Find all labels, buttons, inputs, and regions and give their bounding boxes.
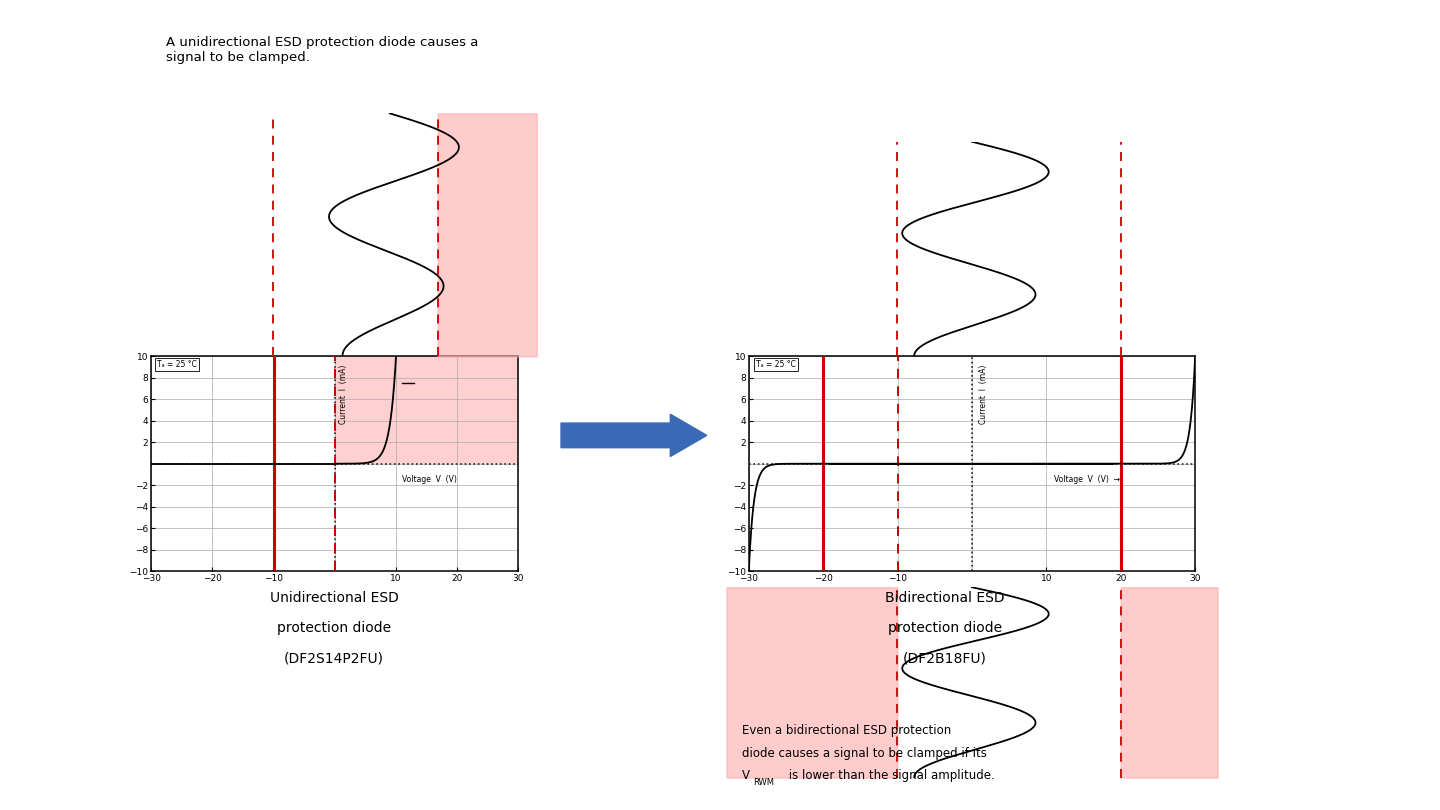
- Text: (DF2S14P2FU): (DF2S14P2FU): [284, 651, 384, 665]
- Text: diode causes a signal to be clamped if its: diode causes a signal to be clamped if i…: [742, 747, 986, 760]
- FancyArrow shape: [562, 414, 707, 457]
- Text: A unidirectional ESD protection diode causes a
signal to be clamped.: A unidirectional ESD protection diode ca…: [166, 36, 478, 65]
- Text: (DF2B18FU): (DF2B18FU): [903, 651, 986, 665]
- Text: Voltage  V  (V): Voltage V (V): [402, 475, 456, 484]
- Text: protection diode: protection diode: [887, 621, 1002, 635]
- Text: Tₐ = 25 °C: Tₐ = 25 °C: [756, 360, 796, 369]
- Text: Unidirectional ESD: Unidirectional ESD: [269, 591, 399, 605]
- Text: Current  I  (mA): Current I (mA): [979, 364, 988, 424]
- Text: RWM: RWM: [753, 778, 775, 787]
- Text: Bidirectional ESD: Bidirectional ESD: [884, 591, 1005, 605]
- Text: V: V: [742, 770, 750, 782]
- Text: Tₐ = 25 °C: Tₐ = 25 °C: [157, 360, 197, 369]
- Text: Voltage  V  (V)  →: Voltage V (V) →: [1054, 475, 1120, 484]
- Text: Current  I  (mA): Current I (mA): [340, 364, 348, 424]
- Text: protection diode: protection diode: [276, 621, 392, 635]
- Text: is lower than the signal amplitude.: is lower than the signal amplitude.: [785, 770, 995, 782]
- Text: Even a bidirectional ESD protection: Even a bidirectional ESD protection: [742, 724, 950, 737]
